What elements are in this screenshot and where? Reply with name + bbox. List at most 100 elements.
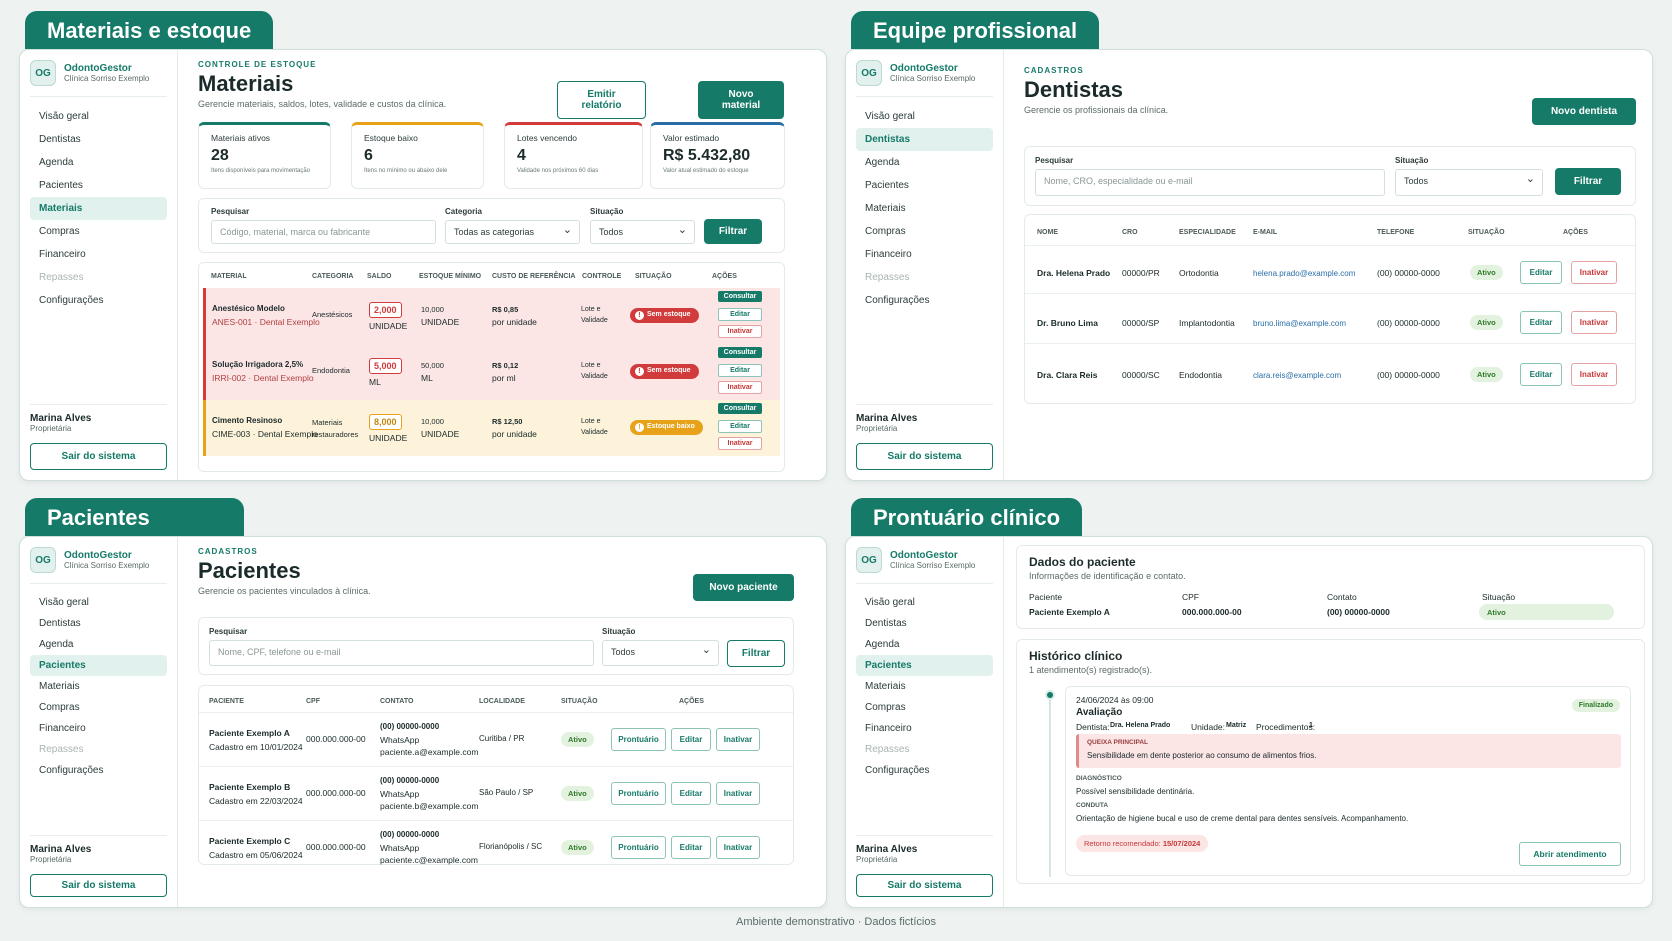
status-badge: ! Sem estoque [630,364,699,379]
brand-name: OdontoGestor [890,63,958,74]
nav-compras[interactable]: Compras [865,702,906,713]
unit-value: Matriz [1226,722,1247,729]
inactivate-button[interactable]: Inativar [1571,261,1617,284]
nav-financeiro[interactable]: Financeiro [39,723,86,734]
search-input[interactable]: Nome, CRO, especialidade ou e-mail [1035,169,1385,196]
record-button[interactable]: Prontuário [611,782,666,805]
main: CADASTROS Pacientes Gerencie os paciente… [178,537,826,907]
nav-visao-geral[interactable]: Visão geral [39,111,89,122]
nav-materiais[interactable]: Materiais [865,203,906,214]
nav-financeiro[interactable]: Financeiro [39,249,86,260]
nav-materiais[interactable]: Materiais [30,197,167,220]
edit-button[interactable]: Editar [1520,261,1562,284]
history-card: Histórico clínico 1 atendimento(s) regis… [1016,639,1645,884]
search-input[interactable]: Código, material, marca ou fabricante [211,220,436,244]
edit-button[interactable]: Editar [718,308,762,321]
control-line1: Lote e [581,362,601,369]
field-label: Contato [1327,592,1357,602]
nav-visao-geral[interactable]: Visão geral [865,597,915,608]
inactivate-button[interactable]: Inativar [1571,363,1617,386]
row-divider [199,820,793,821]
dentist-email[interactable]: bruno.lima@example.com [1253,319,1347,328]
record-button[interactable]: Prontuário [611,836,666,859]
edit-button[interactable]: Editar [671,836,711,859]
record-button[interactable]: Prontuário [611,728,666,751]
nav-visao-geral[interactable]: Visão geral [865,111,915,122]
inactivate-button[interactable]: Inativar [718,381,762,394]
logout-button[interactable]: Sair do sistema [30,874,167,897]
open-encounter-button[interactable]: Abrir atendimento [1519,842,1621,866]
new-material-button[interactable]: Novo material [698,81,784,119]
nav-configuracoes[interactable]: Configurações [865,765,930,776]
inactivate-button[interactable]: Inativar [716,836,760,859]
nav-materiais[interactable]: Materiais [865,681,906,692]
quad-materiais: Materiais e estoque OG OdontoGestor Clíni… [19,11,827,481]
prontuario-panel: OG OdontoGestor Clínica Sorriso Exemplo V… [845,536,1653,908]
report-button[interactable]: Emitir relatório [557,81,646,119]
search-input[interactable]: Nome, CPF, telefone ou e-mail [209,640,594,666]
nav-compras[interactable]: Compras [39,702,80,713]
dentist-email[interactable]: helena.prado@example.com [1253,269,1356,278]
balance-value: 2,000 [369,302,402,318]
cost-value: R$ 0,85 [492,305,519,314]
new-dentist-button[interactable]: Novo dentista [1532,98,1636,125]
nav-financeiro[interactable]: Financeiro [865,249,912,260]
nav-configuracoes[interactable]: Configurações [39,765,104,776]
edit-button[interactable]: Editar [718,420,762,433]
encounter-status-badge: Finalizado [1571,699,1620,712]
dentist-email[interactable]: clara.reis@example.com [1253,371,1342,380]
edit-button[interactable]: Editar [718,364,762,377]
situation-select[interactable]: Todos [1395,169,1543,196]
nav-pacientes[interactable]: Pacientes [39,180,83,191]
col-header: MATERIAL [211,273,247,280]
logout-button[interactable]: Sair do sistema [856,874,993,897]
nav-dentistas[interactable]: Dentistas [865,618,907,629]
nav-pacientes[interactable]: Pacientes [865,180,909,191]
new-patient-button[interactable]: Novo paciente [693,574,794,601]
inactivate-button[interactable]: Inativar [716,728,760,751]
nav-agenda[interactable]: Agenda [865,639,900,650]
material-name: Anestésico Modelo [212,304,285,313]
logout-button[interactable]: Sair do sistema [856,443,993,470]
filter-button[interactable]: Filtrar [1555,168,1621,195]
patient-since: Cadastro em 10/01/2024 [209,742,303,752]
nav-configuracoes[interactable]: Configurações [865,295,930,306]
logout-button[interactable]: Sair do sistema [30,443,167,470]
category-select[interactable]: Todas as categorias [445,220,580,244]
nav-materiais[interactable]: Materiais [39,681,80,692]
inactivate-button[interactable]: Inativar [718,437,762,450]
nav-compras[interactable]: Compras [39,226,80,237]
edit-button[interactable]: Editar [1520,363,1562,386]
nav-dentistas[interactable]: Dentistas [856,128,993,151]
edit-button[interactable]: Editar [671,782,711,805]
nav-financeiro[interactable]: Financeiro [865,723,912,734]
min-unit: ML [421,373,433,383]
situation-select[interactable]: Todos [590,220,695,244]
nav-dentistas[interactable]: Dentistas [39,618,81,629]
filter-button[interactable]: Filtrar [704,219,762,244]
consult-button[interactable]: Consultar [718,347,762,358]
consult-button[interactable]: Consultar [718,403,762,414]
edit-button[interactable]: Editar [671,728,711,751]
nav-agenda[interactable]: Agenda [39,639,74,650]
quad-dentistas: Equipe profissional OG OdontoGestor Clíni… [845,11,1653,481]
nav-configuracoes[interactable]: Configurações [39,295,104,306]
nav-agenda[interactable]: Agenda [39,157,74,168]
nav-agenda[interactable]: Agenda [865,157,900,168]
nav-dentistas[interactable]: Dentistas [39,134,81,145]
inactivate-button[interactable]: Inativar [1571,311,1617,334]
nav-compras[interactable]: Compras [865,226,906,237]
balance-unit: UNIDADE [369,433,408,443]
nav-visao-geral[interactable]: Visão geral [39,597,89,608]
nav-pacientes[interactable]: Pacientes [856,655,993,676]
inactivate-button[interactable]: Inativar [718,325,762,338]
situation-select[interactable]: Todos [602,640,719,666]
filter-button[interactable]: Filtrar [727,640,785,667]
consult-button[interactable]: Consultar [718,291,762,302]
nav-pacientes[interactable]: Pacientes [30,655,167,676]
inactivate-button[interactable]: Inativar [716,782,760,805]
edit-button[interactable]: Editar [1520,311,1562,334]
nav: Visão geral Dentistas Agenda Pacientes M… [30,592,167,781]
col-header: ESPECIALIDADE [1179,229,1236,236]
return-date: 15/07/2024 [1162,839,1201,848]
